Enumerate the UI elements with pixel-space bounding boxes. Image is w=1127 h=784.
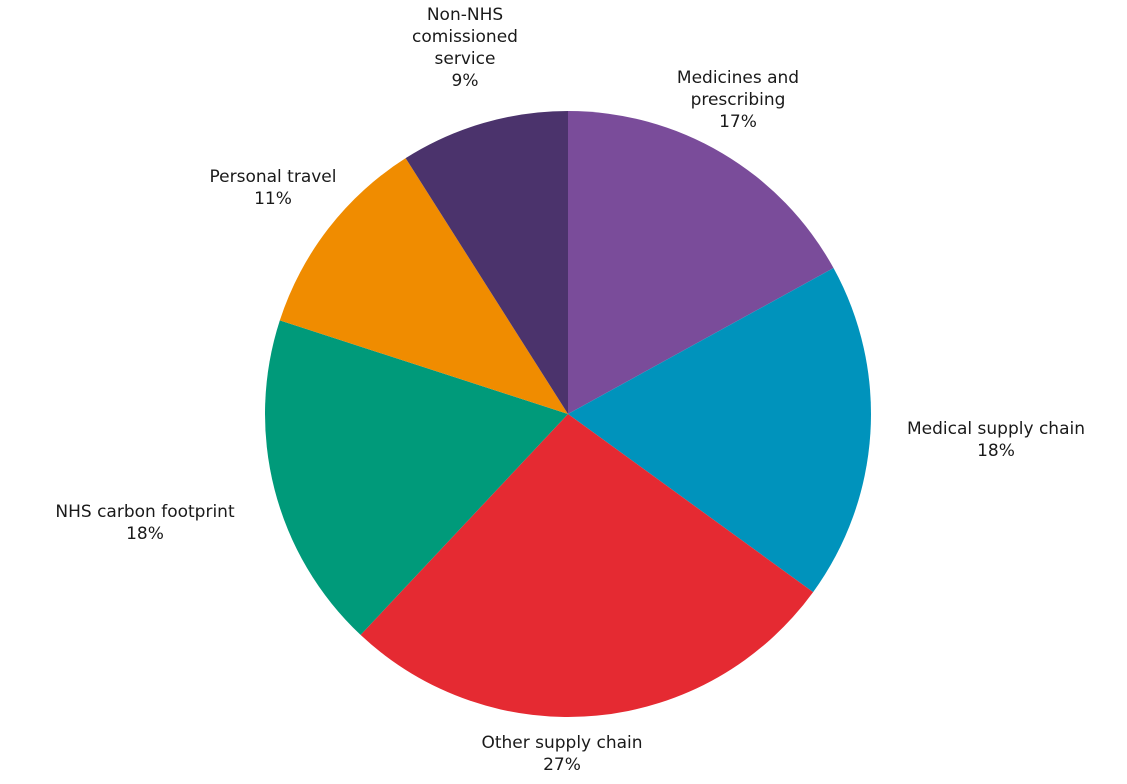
slice-percent-label: 9%: [452, 71, 479, 91]
slice-label-text: NHS carbon footprint: [55, 502, 235, 522]
slice-label-text: Other supply chain: [481, 733, 642, 753]
pie-slice: [360, 414, 814, 718]
pie-slice: [264, 320, 568, 635]
slice-percent-label: 11%: [254, 189, 292, 209]
slice-label-text: service: [435, 49, 496, 69]
pie-slice: [279, 158, 568, 414]
slice-label-text: Medical supply chain: [907, 419, 1085, 439]
slice-label-text: prescribing: [691, 90, 786, 110]
pie-slice: [568, 111, 834, 414]
slice-percent-label: 27%: [543, 755, 581, 775]
pie-slice: [568, 268, 871, 593]
pie-slices: [264, 111, 871, 718]
slice-percent-label: 17%: [719, 112, 757, 132]
slice-label-text: comissioned: [412, 27, 518, 47]
slice-label-text: Non-NHS: [427, 5, 503, 25]
slice-label-text: Personal travel: [210, 167, 337, 187]
slice-percent-label: 18%: [126, 524, 164, 544]
slice-label-text: Medicines and: [677, 68, 799, 88]
slice-percent-label: 18%: [977, 441, 1015, 461]
pie-slice: [405, 111, 568, 414]
